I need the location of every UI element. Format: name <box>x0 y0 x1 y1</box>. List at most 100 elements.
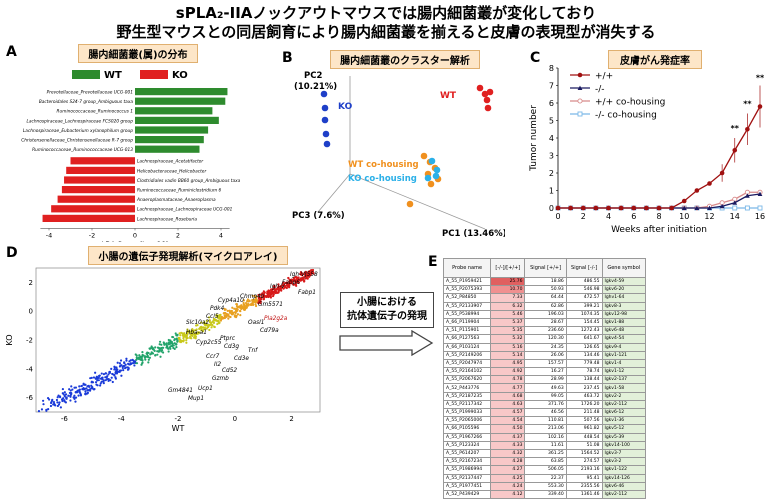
gene-symbol-cell: Igkv6-48 <box>601 326 646 336</box>
panel-b-letter: B <box>282 50 293 66</box>
series-point <box>694 188 700 193</box>
ko-taxon-label: Lachnospiraceae_Roseburia <box>137 216 197 222</box>
table-row: A_55_P2067620 4.78 28.99 138.44 Igkv2-137 <box>442 375 646 385</box>
expression-point <box>135 356 138 359</box>
gene-symbol-cell: Igkv1-58 <box>601 383 646 393</box>
expression-point <box>286 284 289 287</box>
expression-point <box>160 343 163 346</box>
gene-label: Cd52 <box>222 368 237 374</box>
probe-name-cell: A_55_P2117342 <box>442 399 492 410</box>
wt-sample-point <box>486 88 494 96</box>
expression-point <box>141 351 144 354</box>
signal-wt-cell: 120.30 <box>524 334 567 344</box>
ratio-cell: 4.33 <box>490 440 526 450</box>
expression-point <box>254 303 257 306</box>
y-axis-title: KO <box>5 334 14 345</box>
ratio-cell: 4.25 <box>490 473 526 483</box>
ko-sample-point <box>323 140 331 148</box>
expression-point <box>42 399 45 402</box>
expression-point <box>242 299 245 302</box>
expression-point <box>70 385 73 388</box>
wt-cohousing-sample-point <box>427 180 435 188</box>
signal-ko-cell: 138.44 <box>565 375 603 385</box>
pc1-label: PC1 (13.46%) <box>442 229 505 239</box>
expression-point <box>92 376 96 379</box>
expression-point <box>273 288 276 291</box>
expression-point <box>120 364 123 367</box>
expression-point <box>172 346 175 350</box>
expression-point <box>233 314 237 317</box>
expression-point <box>206 326 210 329</box>
signal-wt-cell: 196.03 <box>524 309 567 319</box>
expression-point <box>230 310 233 313</box>
expression-point <box>146 356 150 359</box>
expression-point <box>257 301 260 304</box>
signal-wt-cell: 64.44 <box>524 293 567 303</box>
expression-point <box>200 325 203 328</box>
series-point <box>656 205 662 211</box>
x-tick-label: 10 <box>679 212 689 221</box>
y-tick-label: 8 <box>549 64 554 73</box>
expression-point <box>89 377 92 380</box>
pc3-axis <box>317 173 351 213</box>
expression-point <box>153 349 156 352</box>
ratio-cell: 4.92 <box>490 367 526 377</box>
table-row: A_55_P2065006 4.54 110.81 507.56 Igkv1-36 <box>442 416 646 426</box>
ratio-cell: 4.63 <box>490 399 526 410</box>
table-header-cell: Probe name <box>442 258 492 278</box>
expression-point <box>131 362 135 365</box>
ko-taxon-label: Anaeroplasmataceae_Anaeroplasma <box>136 197 216 203</box>
expression-point <box>297 278 300 281</box>
expression-point <box>74 386 78 389</box>
table-row: A_55_P2133907 6.32 62.86 399.21 Igkv8-3 <box>442 301 646 311</box>
y-tick-label: -4 <box>26 365 34 373</box>
gene-label: Tnf <box>248 348 258 354</box>
expression-point <box>299 272 302 276</box>
expression-point <box>205 319 208 323</box>
expression-point <box>179 334 182 337</box>
expression-point <box>78 390 81 393</box>
expression-point <box>244 308 247 311</box>
probe-name-cell: A_55_P614207 <box>442 448 492 459</box>
expression-point <box>104 372 107 375</box>
legend-label: +/+ co-housing <box>595 98 665 108</box>
wt-taxon-bar <box>135 145 200 153</box>
y-axis-title: Tumor number <box>529 105 539 172</box>
signal-wt-cell: 16.27 <box>524 367 567 377</box>
expression-point <box>267 291 270 295</box>
wt-cohousing-cluster-label: WT co-housing <box>348 160 419 170</box>
expression-point <box>246 304 249 307</box>
ko-cohousing-sample-point <box>424 174 432 182</box>
expression-point <box>272 285 275 288</box>
ratio-cell: 7.33 <box>490 293 526 303</box>
wt-sample-point <box>476 84 484 92</box>
expression-point <box>175 334 179 337</box>
wt-cohousing-sample-point <box>420 152 428 160</box>
panel-c-letter: C <box>530 50 541 66</box>
signal-ko-cell: 1564.52 <box>565 448 603 459</box>
expression-point <box>111 380 114 384</box>
expression-point <box>78 388 81 391</box>
wt-taxon-label: Bacteroidales S24-7 group_Ambiguous taxa <box>39 99 134 105</box>
x-tick-label: 16 <box>755 212 765 221</box>
panel-a-title: 腸内細菌叢(属)の分布 <box>78 44 198 63</box>
wt-taxon-bar <box>135 136 204 144</box>
signal-wt-cell: 371.76 <box>524 399 567 410</box>
y-tick-label: -2 <box>26 337 33 345</box>
x-tick-label: 2 <box>289 415 293 423</box>
ko-sample-point <box>320 90 328 98</box>
expression-point <box>305 271 308 274</box>
expression-point <box>102 382 105 385</box>
expression-point <box>110 367 113 370</box>
expression-point <box>148 356 151 359</box>
expression-point <box>277 287 280 290</box>
expression-point <box>245 305 248 309</box>
table-header-cell: Gene symbol <box>601 258 646 278</box>
expression-point <box>302 280 306 283</box>
series-point <box>757 205 763 211</box>
expression-point <box>151 346 154 349</box>
gene-label: Il2 <box>214 362 221 368</box>
legend-ko-swatch <box>140 70 168 79</box>
expression-point <box>292 278 295 282</box>
